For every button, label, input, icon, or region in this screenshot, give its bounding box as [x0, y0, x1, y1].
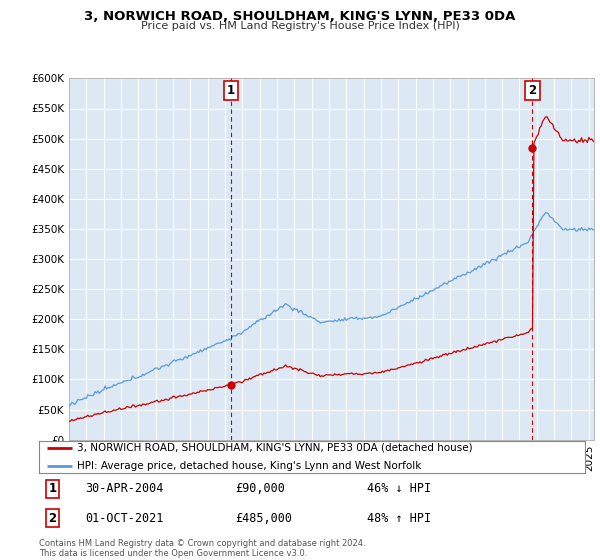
Text: Contains HM Land Registry data © Crown copyright and database right 2024.
This d: Contains HM Land Registry data © Crown c…	[39, 539, 365, 558]
Text: Price paid vs. HM Land Registry's House Price Index (HPI): Price paid vs. HM Land Registry's House …	[140, 21, 460, 31]
Text: 3, NORWICH ROAD, SHOULDHAM, KING'S LYNN, PE33 0DA (detached house): 3, NORWICH ROAD, SHOULDHAM, KING'S LYNN,…	[77, 443, 473, 453]
Text: £90,000: £90,000	[236, 482, 286, 496]
Text: 01-OCT-2021: 01-OCT-2021	[85, 512, 164, 525]
Text: 3, NORWICH ROAD, SHOULDHAM, KING'S LYNN, PE33 0DA: 3, NORWICH ROAD, SHOULDHAM, KING'S LYNN,…	[85, 10, 515, 23]
Text: 30-APR-2004: 30-APR-2004	[85, 482, 164, 496]
Text: £485,000: £485,000	[236, 512, 293, 525]
Text: 1: 1	[49, 482, 57, 496]
Text: 48% ↑ HPI: 48% ↑ HPI	[367, 512, 431, 525]
Text: HPI: Average price, detached house, King's Lynn and West Norfolk: HPI: Average price, detached house, King…	[77, 461, 422, 471]
Text: 1: 1	[227, 84, 235, 97]
Text: 2: 2	[49, 512, 57, 525]
Text: 46% ↓ HPI: 46% ↓ HPI	[367, 482, 431, 496]
Text: 2: 2	[529, 84, 536, 97]
